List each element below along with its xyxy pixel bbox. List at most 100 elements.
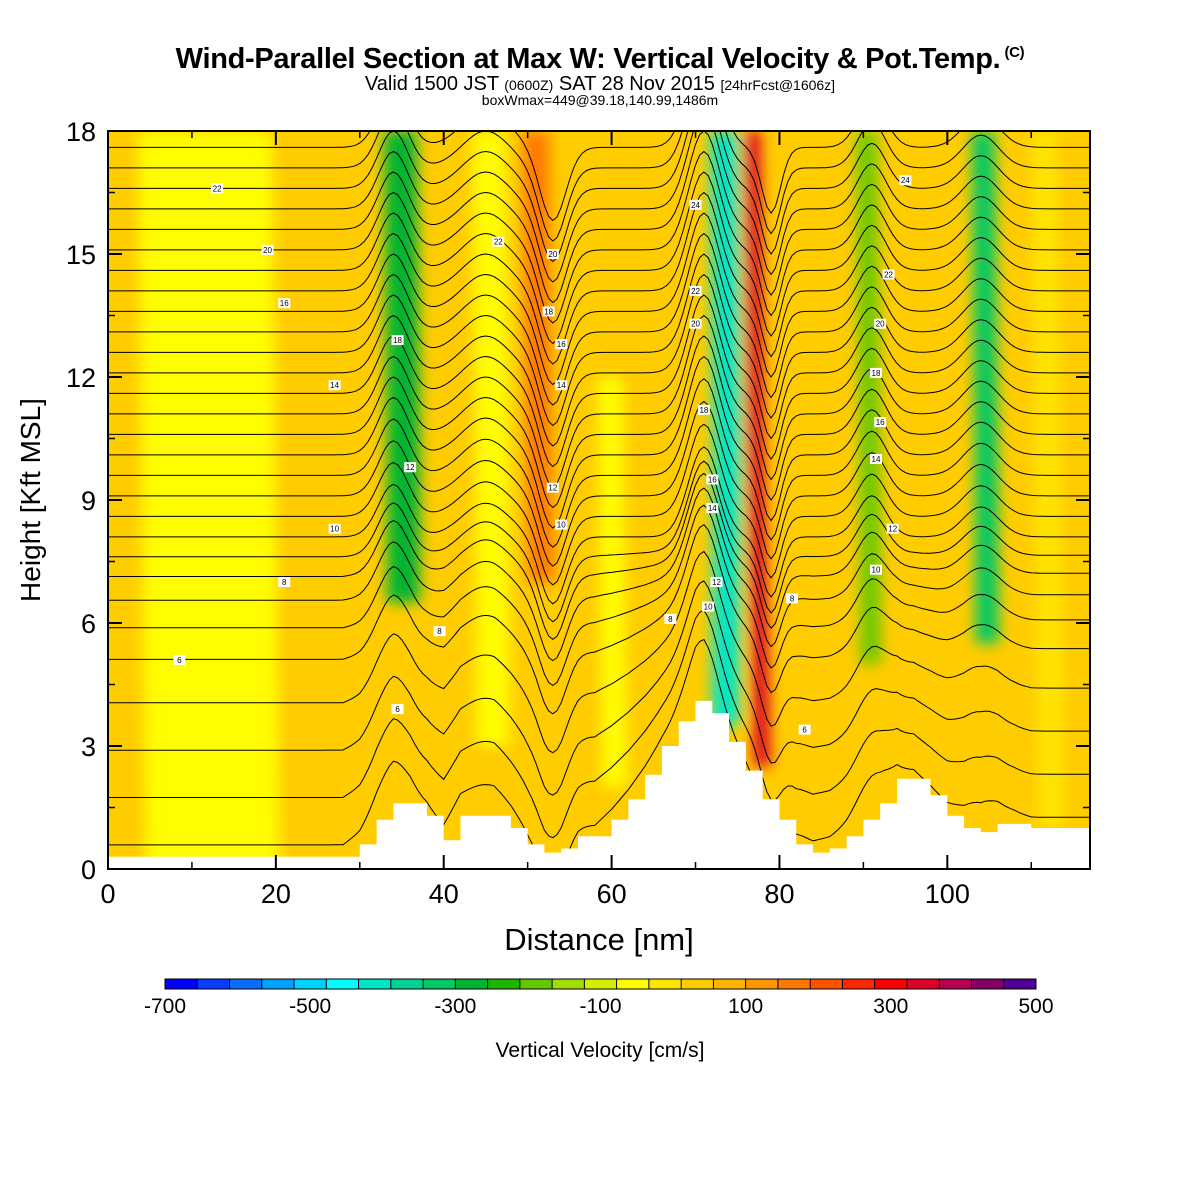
contour-label: 18 (393, 336, 402, 345)
velocity-band (137, 131, 280, 869)
colorbar-swatch (423, 979, 456, 989)
contour-label: 6 (802, 726, 807, 735)
colorbar-swatch (519, 979, 553, 989)
colorbar-swatch (1003, 979, 1037, 989)
isentrope-line (108, 131, 1090, 242)
contour-label-bg (869, 454, 882, 464)
isentrope-line (108, 609, 1090, 839)
velocity-band (796, 131, 829, 787)
contour-label-bg (328, 523, 341, 534)
colorbar-swatch (552, 979, 585, 989)
isentrope-line (108, 171, 1090, 345)
contour-label: 12 (888, 525, 897, 534)
colorbar-swatch (390, 979, 424, 989)
isentrope-line (108, 487, 1090, 662)
contour-label-bg (555, 519, 568, 530)
contour-label-bg (261, 244, 274, 255)
y-tick-label: 9 (81, 486, 96, 516)
contour-label-bg (697, 404, 710, 415)
colorbar-swatch (681, 979, 714, 989)
contour-label: 22 (213, 184, 222, 193)
colorbar-swatch (229, 979, 263, 989)
contour-label-bg (886, 523, 899, 534)
contour-label: 24 (691, 201, 700, 210)
colorbar-swatch (648, 979, 682, 989)
colorbar-swatch (455, 979, 488, 989)
contour-label: 10 (704, 603, 713, 612)
contour-label: 8 (282, 578, 287, 587)
isentrope-line (108, 131, 1090, 304)
colorbar-swatch (165, 979, 198, 989)
isentrope-line (108, 294, 1090, 468)
contour-label: 8 (790, 594, 795, 603)
colorbar-swatch (745, 979, 779, 989)
contour-label: 22 (494, 238, 503, 247)
contour-label: 12 (712, 578, 721, 587)
contour-label-bg (542, 306, 555, 317)
contour-label: 18 (699, 406, 708, 415)
velocity-band (597, 377, 628, 787)
contour-label: 10 (330, 525, 339, 534)
isentrope-line (108, 131, 1090, 263)
isentrope-line (108, 472, 1090, 641)
colorbar-swatch (777, 979, 811, 989)
isentrope-line (108, 400, 1090, 567)
contour-label-bg (391, 335, 404, 346)
isentrope-line (108, 335, 1090, 509)
isentrope-line (108, 131, 1090, 222)
contour-label: 20 (876, 320, 885, 329)
colorbar-swatch (810, 979, 843, 989)
contour-label-bg (702, 601, 715, 612)
x-tick-label: 100 (925, 879, 970, 909)
isentrope-line (108, 131, 1090, 283)
isentrope-line (108, 580, 1090, 796)
contour-label-bg (869, 367, 882, 378)
x-tick-label: 20 (261, 879, 291, 909)
velocity-band (1031, 131, 1064, 828)
contour-label-bg (555, 380, 568, 391)
contour-label: 8 (437, 627, 442, 636)
contour-label-bg (546, 249, 559, 259)
contour-label: 6 (177, 656, 182, 665)
y-tick-label: 0 (81, 855, 96, 885)
contour-label: 8 (668, 615, 673, 624)
contour-label: 10 (872, 566, 881, 575)
isentrope-line (108, 378, 1090, 548)
isentrope-line (108, 460, 1090, 623)
contour-label-bg (874, 318, 887, 329)
contour-label-bg (882, 269, 895, 280)
colorbar-swatch (939, 979, 972, 989)
colorbar: -700 -500 -300 -100 100 300 500 (144, 978, 1054, 1018)
colorbar-swatch (713, 979, 747, 989)
velocity-band-core (391, 131, 412, 603)
plot-area: 6 8 8 6 10 12 14 16 20 22 18 22 20 18 16 14 12 10 24 22 20 18… (107, 130, 1091, 870)
isentrope-line (108, 273, 1090, 447)
contour-label-bg (664, 613, 677, 624)
contour-label-bg (391, 704, 404, 715)
contour-label: 14 (330, 381, 339, 390)
contour-label-bg (173, 654, 186, 665)
contour-label: 12 (406, 463, 415, 472)
y-tick-label: 15 (66, 240, 96, 270)
contour-label-bg (278, 577, 291, 587)
isentrope-line (108, 212, 1090, 386)
contour-label: 18 (872, 369, 881, 378)
isentrope-line (108, 446, 1090, 605)
contour-label: 16 (557, 340, 566, 349)
contour-label: 14 (872, 455, 881, 464)
chart-box-info: boxWmax=449@39.18,140.99,1486m (481, 92, 719, 108)
velocity-band (471, 131, 510, 746)
x-tick-label: 40 (429, 879, 459, 909)
contour-label: 16 (876, 418, 885, 427)
contour-label: 18 (544, 307, 553, 316)
colorbar-tick-label: -500 (289, 995, 331, 1018)
contour-label-bg (404, 462, 417, 473)
colorbar-swatch (842, 979, 876, 989)
colorbar-swatch (971, 979, 1005, 989)
copyright-mark: (C) (1004, 44, 1025, 62)
y-tick-label: 3 (81, 732, 96, 762)
y-tick-label: 6 (81, 609, 96, 639)
contour-label-bg (689, 285, 702, 296)
isentrope-line (108, 191, 1090, 365)
